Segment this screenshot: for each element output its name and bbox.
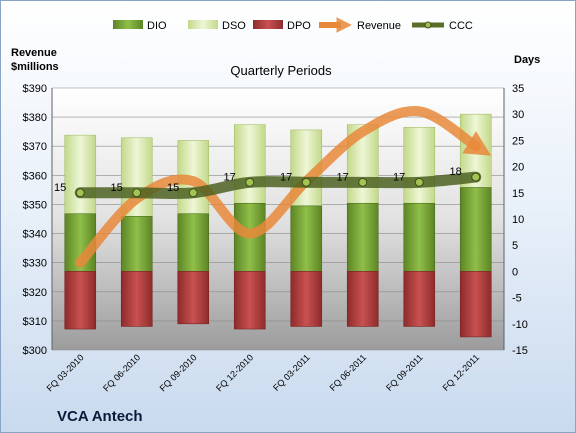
bar-dio bbox=[177, 213, 210, 272]
ccc-data-label: 15 bbox=[111, 182, 123, 194]
x-tick-label: FQ 06-2011 bbox=[328, 352, 369, 393]
y-right-tick-label: 10 bbox=[512, 214, 524, 226]
ccc-point bbox=[301, 177, 311, 187]
bars bbox=[64, 113, 492, 338]
y-left-tick-label: $330 bbox=[23, 258, 47, 270]
bar-dio bbox=[459, 187, 492, 272]
x-tick-label: FQ 09-2011 bbox=[384, 352, 425, 393]
legend-revenue: Revenue bbox=[357, 20, 401, 32]
ccc-point bbox=[245, 177, 255, 187]
x-tick-label: FQ 03-2010 bbox=[45, 352, 86, 393]
y-right-tick-label: 20 bbox=[512, 162, 524, 174]
y-right-label: Days bbox=[514, 54, 540, 66]
bar-dio bbox=[233, 202, 266, 272]
ccc-point bbox=[358, 177, 368, 187]
y-left-tick-label: $390 bbox=[23, 83, 47, 95]
company-name: VCA Antech bbox=[57, 408, 143, 425]
bar-dpo bbox=[120, 271, 153, 327]
bar-dio bbox=[290, 205, 323, 272]
lines: 15 15 15 17 17 17 17 18 bbox=[54, 105, 492, 268]
x-tick-label: FQ 03-2011 bbox=[271, 352, 312, 393]
x-tick-label: FQ 12-2010 bbox=[214, 352, 255, 393]
ccc-data-label: 17 bbox=[337, 171, 349, 183]
ccc-point bbox=[188, 188, 198, 198]
y-right-tick-label: 5 bbox=[512, 240, 518, 252]
legend-ccc-marker bbox=[424, 21, 432, 29]
legend-dpo: DPO bbox=[287, 20, 311, 32]
y-left-tick-label: $380 bbox=[23, 112, 47, 124]
bar-dpo bbox=[177, 271, 210, 325]
y-left-label-line1: Revenue bbox=[11, 47, 57, 59]
legend-swatch-dio bbox=[113, 20, 143, 29]
y-right-tick-label: 0 bbox=[512, 266, 518, 278]
y-right-tick-label: -5 bbox=[512, 293, 522, 305]
ccc-data-label: 17 bbox=[393, 171, 405, 183]
y-right-tick-label: 30 bbox=[512, 109, 524, 121]
x-tick-label: FQ 12-2011 bbox=[441, 352, 482, 393]
y-left-label-line2: $millions bbox=[11, 61, 59, 73]
legend-ccc: CCC bbox=[449, 20, 473, 32]
legend: DIO DSO DPO Revenue CCC bbox=[113, 17, 473, 33]
ccc-data-label: 17 bbox=[224, 171, 236, 183]
legend-swatch-dpo bbox=[253, 20, 283, 29]
ccc-point bbox=[75, 188, 85, 198]
y-left-tick-label: $360 bbox=[23, 170, 47, 182]
x-tick-label: FQ 09-2010 bbox=[158, 352, 199, 393]
legend-dio: DIO bbox=[147, 20, 167, 32]
bar-dpo bbox=[346, 271, 379, 327]
y-left-tick-label: $320 bbox=[23, 287, 47, 299]
bar-dpo bbox=[290, 271, 323, 327]
ccc-point bbox=[414, 177, 424, 187]
ccc-line bbox=[74, 171, 482, 200]
y-left-tick-label: $310 bbox=[23, 316, 47, 328]
bar-dso bbox=[403, 127, 436, 204]
ccc-point bbox=[471, 172, 481, 182]
x-tick-label: FQ 06-2010 bbox=[101, 352, 142, 393]
ccc-point bbox=[132, 188, 142, 198]
bar-dpo bbox=[403, 271, 436, 327]
ccc-data-label: 15 bbox=[54, 182, 66, 194]
y-right-tick-label: -10 bbox=[512, 319, 528, 331]
y-left-tick-label: $350 bbox=[23, 199, 47, 211]
bar-dio bbox=[120, 216, 153, 272]
bar-dio bbox=[403, 202, 436, 272]
legend-dso: DSO bbox=[222, 20, 246, 32]
ccc-data-label: 15 bbox=[167, 182, 179, 194]
bar-dso bbox=[64, 134, 97, 215]
y-left-tick-label: $370 bbox=[23, 141, 47, 153]
ccc-data-label: 18 bbox=[450, 166, 462, 178]
y-right-tick-label: -15 bbox=[512, 345, 528, 357]
bar-dpo bbox=[64, 271, 97, 330]
chart-title: Quarterly Periods bbox=[230, 63, 332, 78]
y-right-tick-label: 35 bbox=[512, 83, 524, 95]
ccc-data-label: 17 bbox=[280, 171, 292, 183]
legend-swatch-dso bbox=[188, 20, 218, 29]
bar-dio bbox=[346, 202, 379, 272]
y-right-tick-label: 15 bbox=[512, 188, 524, 200]
y-left-tick-label: $340 bbox=[23, 229, 47, 241]
y-left-tick-label: $300 bbox=[23, 345, 47, 357]
bar-dso bbox=[233, 124, 266, 204]
bar-dpo bbox=[233, 271, 266, 330]
y-right-tick-label: 25 bbox=[512, 135, 524, 147]
bar-dpo bbox=[459, 271, 492, 338]
